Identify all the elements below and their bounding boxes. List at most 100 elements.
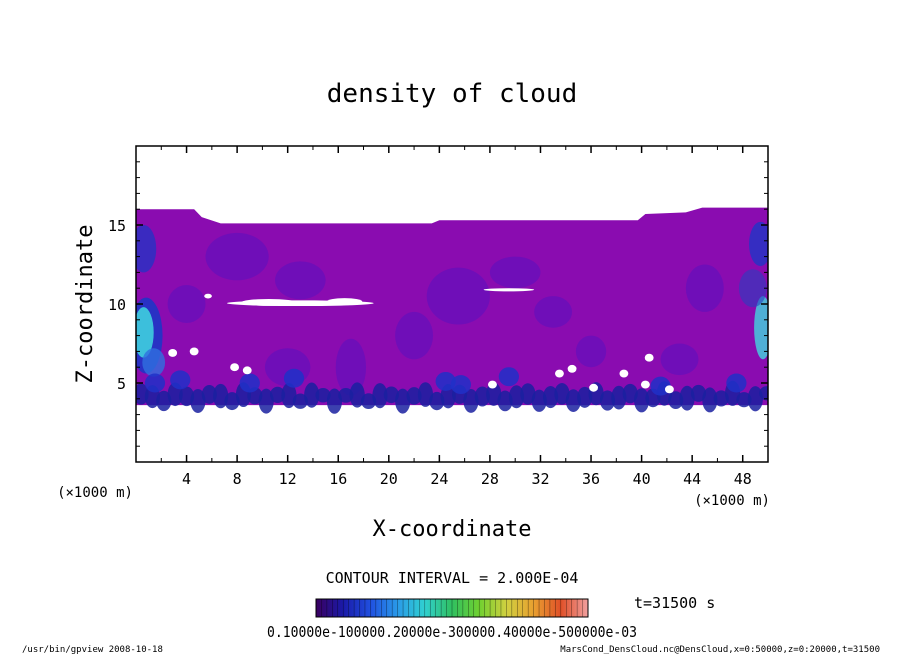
x-tick-label: 12 [279,470,297,488]
x-tick-label: 8 [233,470,242,488]
density-patch [429,391,445,411]
y-axis-ticks: 5 10 15 [108,161,768,447]
gap [242,366,252,375]
density-patch [463,389,479,413]
x-axis-ticks: 4 8 12 16 20 24 28 32 36 40 44 48 [160,146,752,488]
density-patch [304,382,320,408]
density-patch [713,390,729,407]
density-patch [508,385,525,409]
density-patch [258,388,274,414]
density-patch [315,388,331,403]
density-patch [205,232,269,281]
contour-interval: CONTOUR INTERVAL = 2.000E-04 [326,569,579,587]
y-axis-label: Z-coordinate [73,225,98,384]
density-patch [520,383,536,405]
density-patch [395,311,434,360]
density-patch [747,386,763,412]
density-patch [338,387,354,403]
gap [168,349,178,357]
density-patch [360,393,377,410]
density-patch [136,225,157,273]
density-patch [497,390,513,412]
density-patch [679,385,695,411]
x-tick-label: 24 [430,470,448,488]
density-patch [435,371,456,391]
density-patch [178,386,195,407]
density-patch [144,373,166,393]
gap [664,385,674,394]
gap [483,288,535,292]
density-patch [738,269,767,308]
density-patch [577,386,593,408]
density-patch [622,383,638,404]
density-patch [326,388,343,414]
density-patch [239,373,260,393]
density-patches [136,221,768,414]
gap [555,369,564,378]
density-patch [599,390,616,411]
x-axis-unit: (×1000 m) [57,485,133,501]
footer-right: MarsCond_DensCloud.nc@DensCloud,x=0:5000… [560,645,880,654]
density-patch [269,386,286,404]
gap [589,383,598,392]
density-patch [190,388,206,414]
gap [488,380,497,389]
y-tick-label: 5 [117,375,126,393]
density-patch [136,307,154,358]
density-patch [170,370,191,390]
gap [204,293,212,299]
gap [230,363,240,372]
gap [240,298,297,306]
gap [189,347,199,356]
density-patch [349,382,365,408]
density-patch [406,387,422,405]
density-patch [611,385,627,410]
density-patch [201,385,217,404]
density-patch [395,388,411,414]
x-tick-label: 36 [582,470,600,488]
density-patch [759,386,768,401]
x-tick-label: 40 [633,470,651,488]
density-patch [142,348,166,377]
density-patch [213,383,229,409]
density-patch [335,338,367,396]
density-patch [489,256,541,289]
density-patch [156,390,172,412]
density-patch [749,221,768,267]
density-patch [736,392,752,408]
density-patch [543,386,559,409]
density-patch [283,368,305,388]
clear-gaps [168,288,674,394]
density-patch [450,375,471,395]
x-tick-label: 16 [329,470,347,488]
density-patch [275,261,326,300]
density-patch [702,387,718,413]
time-label: t=31500 s [634,594,715,612]
density-patch [372,383,388,409]
density-patch [554,382,570,405]
gap [619,369,629,378]
plot-area [136,207,768,414]
density-patch [534,296,573,328]
density-patch [726,373,747,393]
footer-left: /usr/bin/gpview 2008-10-18 [22,645,163,654]
density-patch [575,335,607,368]
x-tick-label: 4 [182,470,191,488]
density-patch [634,388,650,413]
gap [644,353,654,362]
density-patch [383,386,399,404]
gap [567,364,577,373]
density-patch [565,389,581,412]
y-tick-label: 15 [108,217,126,235]
density-patch [486,382,502,406]
x-axis-label: X-coordinate [373,517,532,542]
density-patch [417,382,434,407]
x-tick-label: 28 [481,470,499,488]
x-axis-unit-right: (×1000 m) [694,493,770,509]
density-patch [754,296,768,360]
density-patch [167,285,206,323]
gap [326,298,363,306]
chart-title: density of cloud [327,79,577,109]
x-tick-label: 20 [380,470,398,488]
